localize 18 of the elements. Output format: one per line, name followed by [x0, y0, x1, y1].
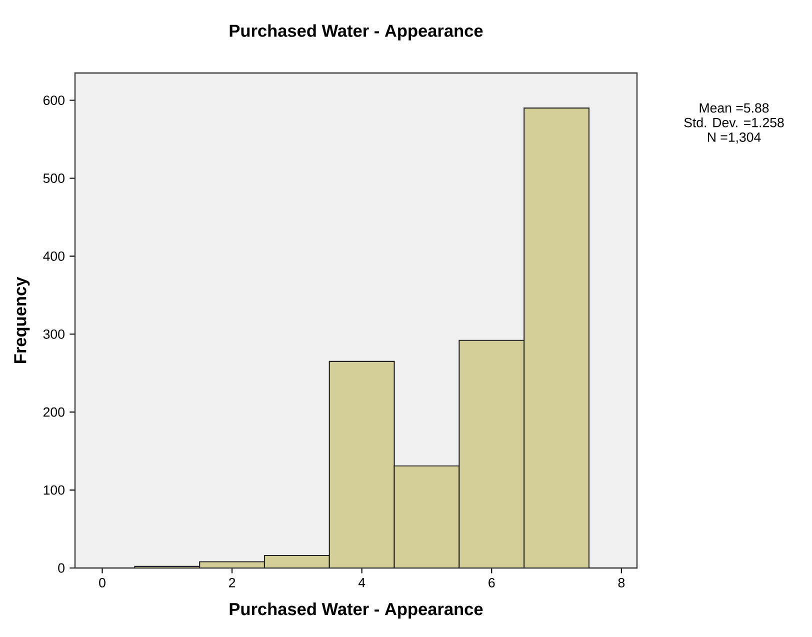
y-tick-label: 100 — [44, 485, 64, 495]
x-tick-label: 8 — [618, 578, 625, 588]
x-tick-label: 6 — [488, 578, 495, 588]
y-axis-title: Frequency — [14, 276, 30, 364]
text: Std. Dev. =1.258 — [684, 118, 784, 128]
y-tick-label: 200 — [43, 407, 64, 417]
chart-title: Purchased Water - Appearance — [230, 24, 483, 40]
y-tick-label: 500 — [43, 174, 64, 183]
x-axis-title: Purchased Water - Appearance — [230, 602, 483, 619]
y-tick-label: 400 — [43, 251, 64, 261]
text: N =1,304 — [708, 132, 761, 144]
y-tick-label: 300 — [43, 329, 64, 339]
y-tick-label: 0 — [58, 563, 64, 573]
x-tick-label: 2 — [229, 578, 236, 588]
text: Mean =5.88 — [700, 103, 769, 113]
x-tick-label: 4 — [358, 578, 366, 588]
y-tick-label: 600 — [43, 96, 64, 105]
x-tick-label: 0 — [99, 578, 106, 588]
